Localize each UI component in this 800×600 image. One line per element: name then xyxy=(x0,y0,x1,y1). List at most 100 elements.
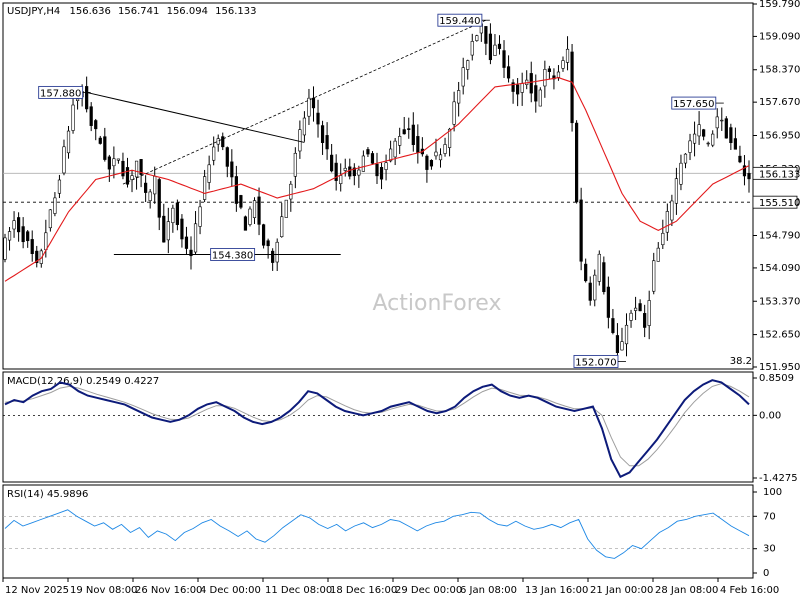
candle-body xyxy=(293,152,297,177)
rsi-panel: 100 70 30 0 xyxy=(3,487,782,579)
price-y-tick-label: 159.790 xyxy=(759,0,800,10)
candle-body xyxy=(94,120,98,130)
candle-body xyxy=(656,247,660,262)
candle-body xyxy=(53,197,57,214)
candle-body xyxy=(35,250,39,264)
candle-body xyxy=(225,147,229,167)
price-y-tick-label: 159.090 xyxy=(759,31,800,42)
candle-body xyxy=(325,135,329,150)
candle-body xyxy=(271,250,275,263)
candle-body xyxy=(597,253,601,282)
x-tick-label: 29 Dec 00:00 xyxy=(395,585,462,596)
fib-corner-label: 38.2 xyxy=(730,356,752,367)
candle-body xyxy=(389,148,393,162)
candle-body xyxy=(44,232,48,251)
candle-body xyxy=(511,82,515,92)
current-price-label: 156.133 xyxy=(759,169,800,180)
watermark: ActionForex xyxy=(373,291,502,316)
candle-body xyxy=(148,191,152,202)
candle-body xyxy=(26,231,30,242)
candle-body xyxy=(742,165,747,177)
x-tick-label: 26 Nov 16:00 xyxy=(135,585,202,596)
candle-body xyxy=(239,195,243,208)
candle-body xyxy=(724,118,728,139)
rsi-y-tick-label: 30 xyxy=(763,544,776,555)
candle-body xyxy=(638,303,642,312)
candle-body xyxy=(302,117,307,136)
candle-body xyxy=(466,60,470,70)
price-y-tick-label: 152.650 xyxy=(759,330,800,341)
price-y-tick-label: 156.950 xyxy=(759,130,800,141)
candle-body xyxy=(484,26,488,44)
candle-body xyxy=(75,98,80,101)
candle-body xyxy=(85,86,89,110)
candle-body xyxy=(534,85,538,102)
candle-body xyxy=(339,175,343,184)
candle-body xyxy=(121,160,125,177)
candle-body xyxy=(48,209,52,229)
candle-body xyxy=(212,146,216,161)
candle-body xyxy=(153,176,157,195)
candle-body xyxy=(62,146,66,174)
candle-body xyxy=(702,129,706,137)
candle-body xyxy=(570,51,574,124)
price-panel-frame xyxy=(2,2,754,370)
x-tick-label: 12 Nov 2025 xyxy=(5,585,69,596)
candle-body xyxy=(30,239,34,254)
macd-panel: 0.8509 0.00 -1.4275 xyxy=(3,373,798,484)
rsi-y-tick-label: 100 xyxy=(763,487,782,498)
candle-body xyxy=(611,318,615,333)
candle-body xyxy=(98,137,102,144)
candle-body xyxy=(234,176,238,204)
candle-body xyxy=(747,173,751,180)
candle-body xyxy=(493,44,497,56)
candle-body xyxy=(171,207,175,224)
candle-body xyxy=(506,66,511,79)
macd-y-tick-label: 0.00 xyxy=(759,410,781,421)
candle-body xyxy=(402,129,406,135)
candle-body xyxy=(470,41,474,56)
current-price-box xyxy=(752,166,798,180)
candle-body xyxy=(298,129,302,152)
price-annotation-label: 157.650 xyxy=(673,99,714,110)
candle-body xyxy=(416,136,420,153)
candle-body xyxy=(66,130,71,154)
candle-body xyxy=(17,217,21,233)
x-tick-label: 19 Nov 08:00 xyxy=(70,585,137,596)
candle-body xyxy=(184,236,189,249)
candle-body xyxy=(624,324,629,345)
macd-main-line xyxy=(4,379,750,479)
candle-body xyxy=(411,124,415,146)
rsi-line xyxy=(4,509,750,559)
moving-average-line xyxy=(4,77,750,282)
candle-body xyxy=(643,313,647,328)
candle-body xyxy=(316,112,320,125)
candle-body xyxy=(257,196,261,225)
candle-body xyxy=(661,232,665,246)
candle-body xyxy=(447,128,452,148)
x-tick-label: 28 Jan 08:00 xyxy=(655,585,718,596)
candle-body xyxy=(620,341,624,351)
level-label-box xyxy=(752,195,798,209)
candle-body xyxy=(162,215,166,243)
price-annotation-label: 159.440 xyxy=(439,16,480,27)
candle-body xyxy=(579,199,583,262)
candle-body xyxy=(139,159,143,175)
candle-body xyxy=(198,206,202,227)
candle-body xyxy=(452,101,456,125)
candle-body xyxy=(674,178,679,204)
candle-body xyxy=(488,33,493,61)
candle-body xyxy=(366,149,370,155)
rsi-y-tick-label: 70 xyxy=(763,511,776,522)
x-tick-label: 18 Dec 16:00 xyxy=(330,585,397,596)
candle-body xyxy=(697,124,701,137)
candle-body xyxy=(720,119,724,122)
candle-body xyxy=(438,154,443,161)
candle-body xyxy=(393,140,397,158)
macd-y-tick-label: -1.4275 xyxy=(759,473,798,484)
x-tick-label: 4 Feb 16:00 xyxy=(720,585,779,596)
candle-body xyxy=(688,140,692,153)
macd-panel-title: MACD(12,26,9) 0.2549 0.4227 xyxy=(7,376,159,387)
